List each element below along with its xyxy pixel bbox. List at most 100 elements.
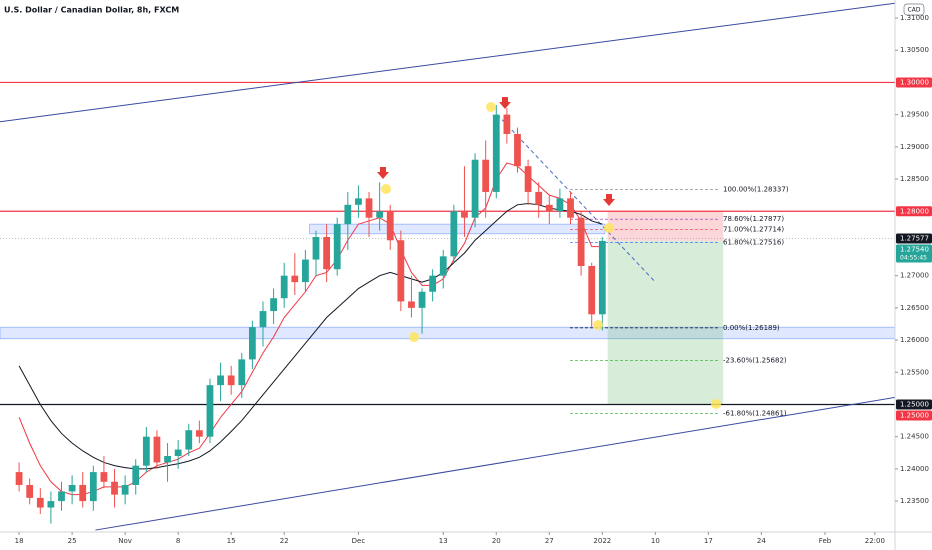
candle-body — [132, 465, 140, 485]
arrow — [499, 97, 511, 109]
candle-body — [397, 240, 405, 302]
price-label-bg — [896, 244, 932, 263]
candle-body — [206, 385, 214, 437]
y-tick-label: 1.26500 — [900, 304, 929, 312]
arrow — [377, 167, 389, 179]
x-tick-label: 18 — [15, 537, 24, 545]
candle-body — [577, 217, 585, 266]
candle-body — [439, 256, 447, 276]
price-label: 1.27577 — [900, 234, 929, 242]
candle-body — [270, 298, 277, 312]
price-label-bg — [896, 410, 932, 421]
candle-body — [556, 198, 564, 212]
trendline — [496, 114, 656, 283]
candle-body — [408, 301, 415, 308]
candle-body — [302, 259, 309, 283]
price-label: 1.25000 — [900, 400, 929, 408]
candle-body — [259, 311, 267, 328]
candle-body — [227, 375, 235, 386]
marker — [711, 399, 721, 409]
candle-body — [121, 484, 129, 495]
candle-body — [492, 114, 500, 192]
x-tick-label: 24 — [757, 537, 766, 545]
x-tick-label: Dec — [352, 537, 366, 545]
price-label-bg — [896, 233, 932, 244]
price-label-bg — [896, 77, 932, 88]
candle-body — [312, 237, 320, 260]
candle-body — [545, 204, 553, 212]
fib-label: 100.00%(1.28337) — [723, 186, 789, 194]
x-tick-label: 22 — [280, 537, 289, 545]
candle-body — [524, 166, 532, 192]
candle-body — [503, 114, 511, 134]
moving-average — [18, 203, 603, 470]
x-tick-label: Feb — [819, 537, 832, 545]
candle-body — [36, 497, 44, 508]
candle-body — [68, 484, 76, 492]
candle-body — [185, 430, 193, 450]
candle-body — [100, 472, 108, 482]
candle-body — [514, 133, 521, 167]
candle-body — [376, 211, 384, 218]
fib-label: 78.60%(1.27877) — [723, 215, 784, 223]
price-label-timer: 04:55:45 — [900, 254, 927, 261]
x-tick-label: 25 — [68, 537, 77, 545]
candle-body — [567, 198, 574, 218]
fib-label: 61.80%(1.27516) — [723, 238, 784, 246]
candle-body — [598, 240, 606, 315]
candle-body — [471, 159, 479, 218]
candle-body — [89, 472, 97, 502]
x-tick-label: 8 — [176, 537, 180, 545]
annotations — [377, 97, 721, 409]
candle-body — [450, 211, 458, 257]
candle-body — [323, 237, 331, 270]
candle-body — [238, 359, 246, 386]
candle-body — [142, 436, 150, 466]
y-tick-label: 1.31000 — [900, 14, 929, 22]
x-tick-label: 22:00 — [865, 537, 885, 545]
candle-body — [79, 484, 87, 502]
x-tick-label: 13 — [439, 537, 448, 545]
price-label-bg — [896, 399, 932, 410]
x-tick-label: 17 — [704, 537, 713, 545]
y-tick-label: 1.24000 — [900, 465, 929, 473]
trendline — [95, 396, 896, 531]
marker — [486, 102, 496, 112]
fib-label: -61.80%(1.24861) — [723, 409, 787, 417]
candle-body — [111, 481, 118, 495]
marker — [409, 332, 419, 342]
y-tick-label: 1.24500 — [900, 433, 929, 441]
y-tick-label: 1.26000 — [900, 336, 929, 344]
chart-title: U.S. Dollar / Canadian Dollar, 8h, FXCM — [4, 6, 179, 15]
candle-body — [418, 291, 426, 308]
currency: CAD — [908, 7, 921, 14]
y-tick-label: 1.28500 — [900, 175, 929, 183]
y-tick-label: 1.25500 — [900, 368, 929, 376]
price-label: 1.27540 — [900, 245, 929, 253]
candle-body — [26, 484, 34, 498]
candle-body — [47, 501, 55, 508]
y-tick-label: 1.23500 — [900, 497, 929, 505]
candle-body — [291, 275, 299, 283]
x-tick-label: Nov — [118, 537, 132, 545]
candle-body — [482, 159, 490, 192]
risk-box — [607, 211, 724, 241]
candle-body — [386, 211, 394, 241]
candle-body — [355, 198, 362, 205]
price-label: 1.25000 — [900, 411, 929, 419]
y-tick-label: 1.30500 — [900, 46, 929, 54]
x-tick-label: 20 — [492, 537, 501, 545]
y-tick-label: 1.27000 — [900, 272, 929, 280]
y-tick-label: 1.29000 — [900, 143, 929, 151]
candle-body — [58, 491, 65, 502]
price-label: 1.30000 — [900, 78, 929, 86]
x-tick-label: 27 — [545, 537, 554, 545]
candle-body — [174, 449, 182, 456]
price-label-bg — [896, 206, 932, 217]
reward-box — [607, 240, 724, 405]
fib-label: 71.00%(1.27714) — [723, 226, 784, 234]
candle-body — [429, 275, 437, 292]
candle-body — [365, 198, 373, 218]
marker — [604, 223, 614, 233]
